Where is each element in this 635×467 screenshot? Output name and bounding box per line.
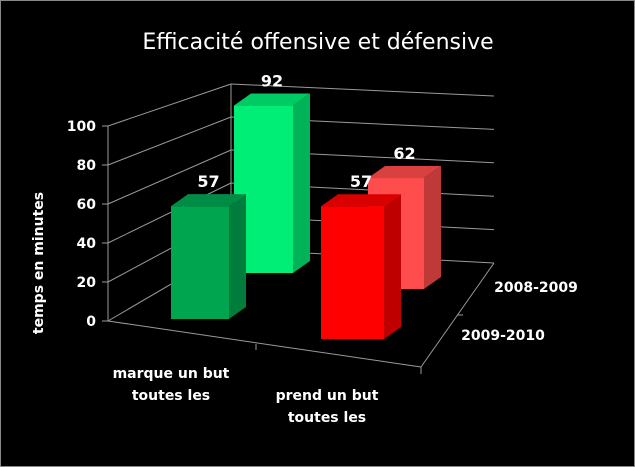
category-label-1-line1: marque un but xyxy=(113,366,230,382)
bar-top-face xyxy=(321,194,401,207)
gridline-left-wall xyxy=(107,149,232,205)
bar-front-face xyxy=(321,206,384,339)
bar-side-face xyxy=(424,166,441,289)
bar-side-face xyxy=(293,93,310,273)
category-label-2-line1: prend un but xyxy=(276,388,379,404)
y-tick-label: 40 xyxy=(77,236,97,252)
y-tick-label: 60 xyxy=(77,197,97,213)
chart-title: Efficacité offensive et défensive xyxy=(142,30,493,55)
bar-2009-2010-1 xyxy=(171,194,246,319)
bar-side-face xyxy=(384,194,401,339)
y-tick-label: 80 xyxy=(77,158,97,174)
data-label: 92 xyxy=(261,72,283,91)
y-tick-label: 0 xyxy=(86,314,96,330)
gridline-left-wall xyxy=(107,116,232,166)
series-label-2008-2009: 2008-2009 xyxy=(494,280,578,296)
bar-side-face xyxy=(229,194,246,319)
bar-front-face xyxy=(171,206,229,319)
data-label: 57 xyxy=(350,172,372,191)
bar-top-face xyxy=(234,93,310,106)
bar-top-face xyxy=(171,194,246,207)
bar-2009-2010-2 xyxy=(321,194,401,339)
data-label: 57 xyxy=(197,172,219,191)
gridline-back-wall xyxy=(230,83,495,97)
y-tick-label: 100 xyxy=(67,119,96,135)
gridline-left-wall xyxy=(107,83,232,127)
gridline-left-wall xyxy=(107,182,232,244)
data-label: 62 xyxy=(393,144,415,163)
y-axis-label: temps en minutes xyxy=(31,192,47,334)
x-axis-line xyxy=(107,320,422,368)
category-label-1-line2: toutes les xyxy=(132,388,210,404)
series-label-2009-2010: 2009-2010 xyxy=(461,328,545,344)
y-tick-label: 20 xyxy=(77,275,97,291)
bar-top-face xyxy=(368,166,441,179)
category-label-2-line2: toutes les xyxy=(288,410,366,426)
